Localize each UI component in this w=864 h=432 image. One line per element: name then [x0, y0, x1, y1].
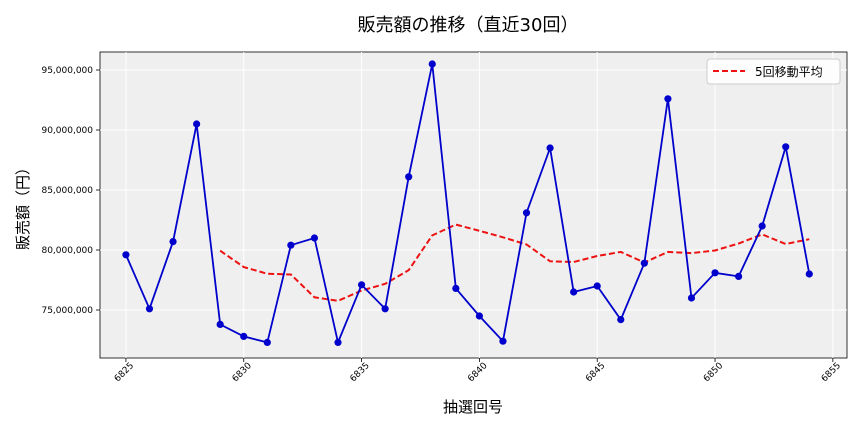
- sales-point: [475, 312, 483, 320]
- sales-point: [805, 270, 813, 278]
- sales-point: [145, 305, 154, 313]
- sales-point: [711, 269, 719, 277]
- x-tick-label: 6845: [584, 361, 607, 384]
- sales-point: [687, 294, 696, 302]
- y-tick-label: 95,000,000: [41, 66, 93, 76]
- sales-point: [570, 288, 578, 296]
- y-tick-label: 85,000,000: [41, 186, 93, 196]
- sales-point: [240, 332, 248, 340]
- sales-point: [263, 338, 271, 346]
- y-tick-label: 90,000,000: [41, 126, 93, 136]
- legend-box: [706, 58, 841, 85]
- sales-point: [428, 60, 436, 68]
- moving-average-line: [219, 223, 810, 302]
- legend: 5回移動平均: [706, 58, 841, 85]
- sales-point: [617, 316, 625, 324]
- sales-point: [640, 259, 648, 267]
- y-tick-label: 80,000,000: [41, 246, 93, 256]
- x-tick-label: 6830: [231, 361, 254, 384]
- sales-point: [310, 234, 319, 242]
- sales-point: [334, 338, 342, 346]
- series-layer: [122, 60, 813, 346]
- y-axis-title: 販売額（円）: [14, 160, 32, 250]
- sales-point: [287, 241, 295, 249]
- sales-point: [405, 173, 413, 181]
- sales-point: [216, 320, 224, 328]
- x-tick-label: 6855: [820, 361, 843, 384]
- sales-point: [735, 272, 743, 280]
- y-tick-label: 75,000,000: [41, 306, 93, 316]
- x-axis-title: 抽選回号: [443, 398, 503, 416]
- x-tick-label: 6840: [466, 361, 489, 384]
- sales-point: [169, 238, 177, 246]
- sales-point: [522, 209, 531, 217]
- legend-label-moving-average: 5回移動平均: [755, 65, 823, 79]
- sales-point: [782, 143, 790, 151]
- sales-point: [593, 282, 601, 290]
- plot-area: [99, 51, 848, 359]
- sales-point: [452, 284, 460, 292]
- sales-point: [758, 222, 766, 230]
- sales-point: [122, 251, 130, 259]
- x-tick-label: 6835: [349, 361, 372, 384]
- sales-line: [125, 63, 811, 346]
- x-tick-label: 6850: [702, 361, 725, 384]
- sales-point: [664, 95, 672, 103]
- sales-point: [546, 144, 554, 152]
- chart-title: 販売額の推移（直近30回）: [358, 15, 579, 36]
- x-tick-label: 6825: [113, 361, 136, 384]
- sales-point: [193, 120, 201, 128]
- sales-point: [499, 337, 507, 345]
- sales-point: [381, 305, 389, 313]
- sales-point: [357, 281, 366, 289]
